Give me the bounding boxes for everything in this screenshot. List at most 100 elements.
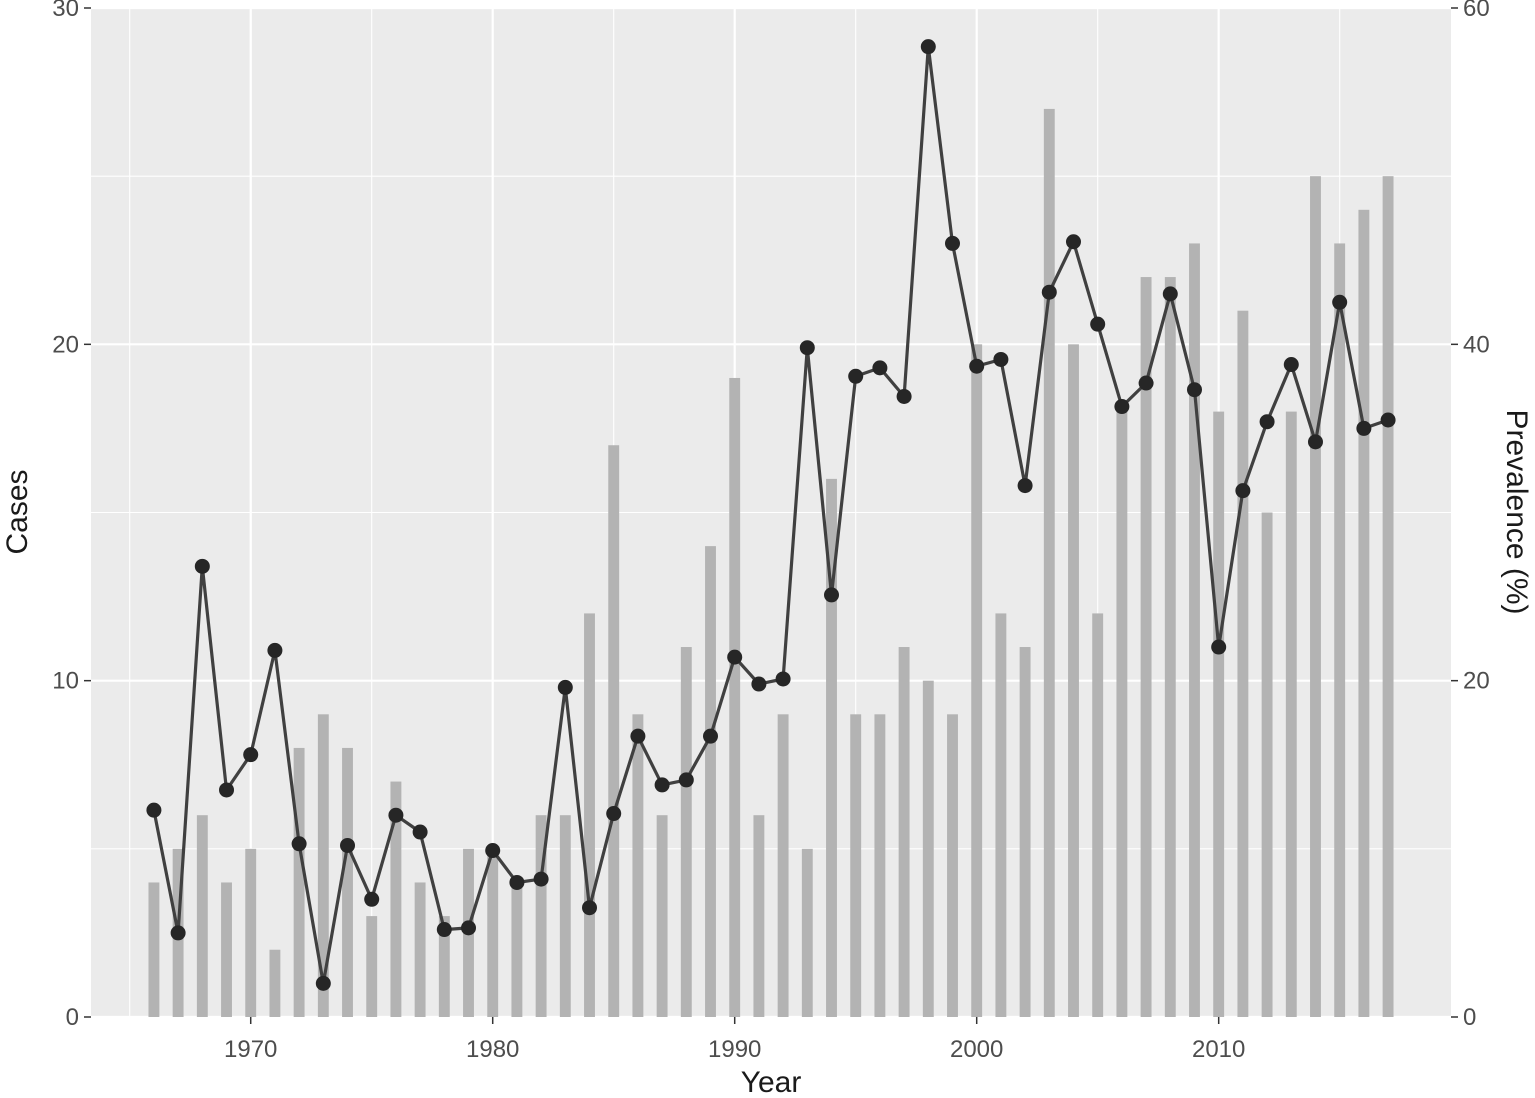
bar (753, 815, 765, 1017)
data-point (219, 782, 235, 798)
y-left-tick-label: 20 (52, 331, 79, 358)
bar (1068, 344, 1079, 1017)
bar (874, 714, 886, 1017)
data-point (291, 836, 307, 852)
bar (559, 815, 571, 1017)
y-left-tick-label: 0 (66, 1004, 79, 1031)
bar (705, 546, 716, 1017)
y-left-tick-label: 10 (52, 668, 79, 695)
bar (1140, 277, 1152, 1018)
y-axis-left-title: Cases (1, 469, 34, 554)
data-point (1162, 286, 1178, 302)
data-point (606, 806, 622, 822)
bar (1261, 512, 1273, 1017)
data-point (582, 900, 598, 916)
data-point (630, 728, 646, 744)
data-point (703, 728, 719, 744)
data-point (1138, 375, 1154, 391)
bar (632, 714, 644, 1017)
bar (1092, 613, 1104, 1017)
bar (826, 478, 837, 1017)
bar (680, 647, 692, 1017)
bar (777, 714, 789, 1017)
data-point (412, 824, 428, 840)
bar (729, 377, 741, 1017)
data-point (848, 368, 864, 384)
data-point (364, 891, 380, 907)
data-point (194, 558, 210, 574)
bar (1019, 647, 1031, 1017)
bar (898, 647, 910, 1017)
data-point (485, 843, 501, 859)
bar (414, 882, 426, 1017)
bar (366, 916, 378, 1017)
bar (971, 344, 983, 1017)
bar (656, 815, 668, 1017)
bar (487, 848, 499, 1017)
y-axis-right-title: Prevalence (%) (1500, 409, 1533, 614)
data-point (315, 975, 331, 991)
data-point (267, 642, 283, 658)
bar (535, 815, 547, 1017)
data-point (727, 649, 743, 665)
bar (995, 613, 1007, 1017)
bar (148, 882, 160, 1017)
x-tick-label: 1970 (224, 1036, 277, 1063)
bar (245, 848, 257, 1017)
data-point (509, 874, 525, 890)
data-point (678, 772, 694, 788)
data-point (340, 837, 356, 853)
y-right-tick-label: 60 (1463, 0, 1490, 22)
point-series (146, 39, 1396, 991)
bar (1285, 411, 1297, 1018)
bar (1116, 411, 1128, 1018)
bar (850, 714, 862, 1017)
data-point (1090, 316, 1106, 332)
bar (221, 882, 232, 1017)
bar (922, 680, 934, 1017)
data-point (1356, 420, 1372, 436)
bar (584, 613, 595, 1017)
data-point (1259, 414, 1275, 430)
bar (269, 949, 281, 1017)
bar (1213, 411, 1225, 1018)
bar (511, 882, 523, 1017)
x-tick-label: 1990 (708, 1036, 761, 1063)
data-point (1380, 412, 1396, 428)
y-left-tick-label: 30 (52, 0, 79, 22)
bar (801, 848, 813, 1017)
data-point (461, 920, 477, 936)
data-point (1041, 284, 1057, 300)
data-point (993, 351, 1009, 367)
bar (1043, 108, 1055, 1017)
bar (1358, 209, 1370, 1018)
bar (608, 445, 620, 1017)
data-point (775, 671, 791, 687)
y-right-tick-label: 40 (1463, 331, 1490, 358)
bar (947, 714, 958, 1017)
data-point (533, 871, 549, 887)
data-point (436, 922, 452, 938)
data-point (1307, 434, 1323, 450)
data-point (896, 388, 912, 404)
bar (1189, 243, 1200, 1017)
data-point (969, 358, 985, 374)
bar (438, 916, 450, 1017)
data-point (1235, 483, 1251, 499)
axes: 1970 1980 1990 2000 2010 0 10 20 30 0 20 40 60 (52, 0, 1489, 1063)
data-point (823, 587, 839, 603)
prevalence-line (152, 45, 1389, 986)
data-point (799, 340, 815, 356)
data-point (146, 802, 162, 818)
data-point (872, 360, 888, 376)
data-point (1065, 234, 1081, 250)
data-point (944, 235, 960, 251)
y-right-tick-label: 20 (1463, 668, 1490, 695)
data-point (654, 777, 670, 793)
bar (1334, 243, 1346, 1017)
data-point (1017, 478, 1033, 494)
bar-series (148, 108, 1394, 1018)
x-tick-label: 1980 (466, 1036, 519, 1063)
x-axis-title: Year (741, 1066, 802, 1098)
